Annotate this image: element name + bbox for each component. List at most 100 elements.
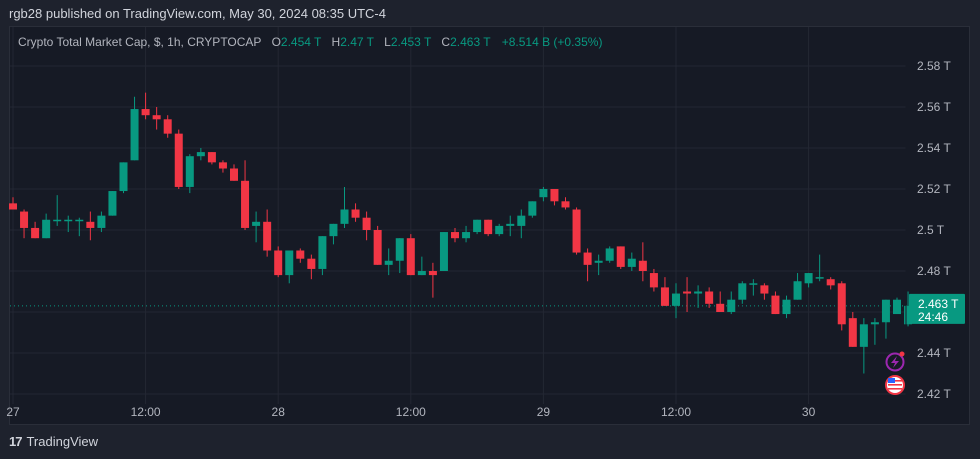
- candle[interactable]: [384, 260, 393, 265]
- candle[interactable]: [296, 250, 305, 259]
- candle[interactable]: [274, 250, 283, 276]
- candle[interactable]: [683, 291, 692, 294]
- close-label: C: [441, 35, 451, 49]
- candle[interactable]: [893, 299, 901, 315]
- candle[interactable]: [218, 162, 227, 169]
- candle[interactable]: [749, 283, 758, 285]
- price-axis-label: 2.54 T: [917, 141, 951, 155]
- candle[interactable]: [185, 156, 194, 187]
- candle[interactable]: [804, 273, 813, 284]
- candle[interactable]: [594, 260, 603, 263]
- candle[interactable]: [42, 219, 51, 239]
- symbol-title[interactable]: Crypto Total Market Cap, $, 1h, CRYPTOCA…: [18, 35, 262, 49]
- candle[interactable]: [738, 283, 747, 300]
- candle[interactable]: [97, 215, 106, 228]
- candle[interactable]: [495, 225, 504, 235]
- candle[interactable]: [506, 223, 515, 226]
- price-axis-label: 2.42 T: [917, 387, 951, 401]
- candle[interactable]: [627, 258, 636, 267]
- candle[interactable]: [638, 260, 647, 271]
- candle[interactable]: [119, 162, 128, 192]
- candle[interactable]: [230, 168, 238, 181]
- candle[interactable]: [340, 209, 349, 224]
- candle[interactable]: [517, 215, 526, 226]
- candle[interactable]: [539, 189, 548, 198]
- candle[interactable]: [439, 232, 448, 271]
- candle[interactable]: [174, 133, 183, 187]
- candle[interactable]: [451, 232, 459, 239]
- candle[interactable]: [760, 285, 769, 294]
- last-price-badge: [909, 293, 965, 324]
- candle[interactable]: [351, 209, 360, 218]
- candle[interactable]: [815, 277, 824, 279]
- candle[interactable]: [31, 227, 40, 239]
- candle[interactable]: [141, 109, 150, 116]
- candle[interactable]: [848, 318, 857, 347]
- published-caption: rgb28 published on TradingView.com, May …: [9, 6, 386, 21]
- candle[interactable]: [660, 287, 669, 306]
- candle[interactable]: [782, 299, 791, 315]
- candle[interactable]: [417, 271, 426, 276]
- candle[interactable]: [163, 119, 172, 134]
- brand-name[interactable]: TradingView: [26, 434, 99, 449]
- candle[interactable]: [793, 281, 802, 300]
- candle[interactable]: [241, 180, 250, 228]
- candle[interactable]: [473, 219, 482, 233]
- candle[interactable]: [86, 221, 95, 228]
- candle[interactable]: [207, 152, 216, 163]
- lightning-event-icon[interactable]: [885, 351, 905, 372]
- candle[interactable]: [616, 246, 625, 267]
- candle[interactable]: [395, 238, 404, 261]
- candle[interactable]: [561, 201, 570, 208]
- tradingview-logo-icon[interactable]: 17: [9, 434, 23, 449]
- candle[interactable]: [583, 252, 592, 265]
- candle[interactable]: [406, 238, 415, 276]
- candle[interactable]: [462, 232, 471, 239]
- candle[interactable]: [9, 203, 17, 210]
- candle[interactable]: [870, 322, 879, 325]
- candle[interactable]: [329, 223, 338, 237]
- candle[interactable]: [605, 248, 614, 261]
- candle[interactable]: [859, 324, 868, 347]
- candle[interactable]: [881, 299, 890, 323]
- candle[interactable]: [373, 230, 382, 265]
- candle[interactable]: [20, 211, 29, 228]
- candle[interactable]: [484, 219, 493, 235]
- candle[interactable]: [705, 291, 714, 304]
- candle[interactable]: [649, 273, 658, 288]
- candle[interactable]: [53, 219, 62, 222]
- candle[interactable]: [904, 305, 913, 325]
- us-flag-event-icon[interactable]: [885, 375, 905, 395]
- candle[interactable]: [152, 115, 161, 120]
- candle[interactable]: [716, 303, 725, 312]
- chart-legend: Crypto Total Market Cap, $, 1h, CRYPTOCA…: [18, 35, 602, 49]
- candle[interactable]: [572, 209, 581, 253]
- candle[interactable]: [428, 271, 437, 276]
- candle[interactable]: [318, 236, 327, 269]
- candle[interactable]: [75, 219, 84, 222]
- candle[interactable]: [837, 283, 846, 325]
- price-axis-label: 2.44 T: [917, 346, 951, 360]
- candle[interactable]: [263, 221, 272, 251]
- footer: 17 TradingView: [9, 434, 98, 449]
- candle[interactable]: [528, 201, 537, 216]
- candle[interactable]: [285, 250, 294, 276]
- svg-text:24:46: 24:46: [918, 310, 948, 324]
- candle[interactable]: [672, 293, 680, 306]
- open-value: 2.454 T: [280, 35, 322, 49]
- price-axis-label: 2.58 T: [917, 59, 951, 73]
- candle[interactable]: [362, 217, 371, 230]
- svg-text:2.463 T: 2.463 T: [918, 297, 959, 311]
- candle[interactable]: [307, 258, 316, 269]
- candle[interactable]: [826, 279, 835, 286]
- candle[interactable]: [550, 189, 559, 202]
- candle[interactable]: [727, 299, 736, 312]
- candle[interactable]: [771, 295, 780, 315]
- candle[interactable]: [196, 152, 205, 157]
- candle[interactable]: [130, 109, 139, 161]
- candle[interactable]: [64, 219, 73, 222]
- candle[interactable]: [694, 291, 703, 294]
- candle[interactable]: [252, 221, 261, 226]
- candle[interactable]: [108, 191, 117, 216]
